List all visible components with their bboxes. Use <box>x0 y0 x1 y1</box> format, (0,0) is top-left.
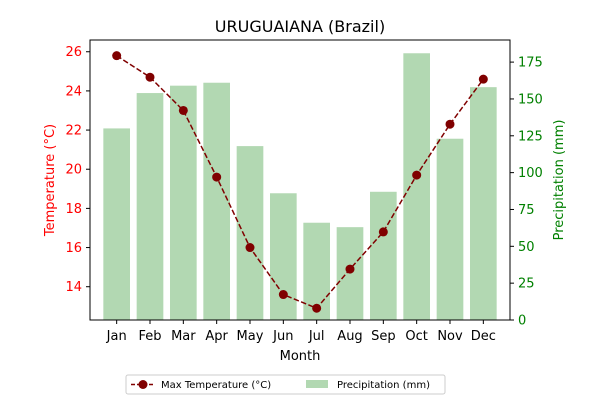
right-y-tick-label: 150 <box>518 92 543 107</box>
left-y-tick-label: 14 <box>65 280 82 295</box>
temperature-point <box>112 51 122 61</box>
left-y-axis: 14 16 18 20 22 24 26 <box>65 45 90 295</box>
legend-bar-swatch <box>306 380 328 388</box>
left-y-tick-label: 18 <box>65 202 82 217</box>
x-axis-title: Month <box>280 349 321 364</box>
precipitation-bar <box>370 191 397 320</box>
temperature-point <box>312 303 322 313</box>
precipitation-bar <box>270 193 297 320</box>
temperature-point <box>145 72 155 82</box>
temperature-point <box>212 172 222 182</box>
x-tick-label: Dec <box>471 329 496 344</box>
temperature-line-layer <box>112 51 488 313</box>
right-y-tick-label: 125 <box>518 129 543 144</box>
x-tick-label: Aug <box>337 329 362 344</box>
x-tick-label: Oct <box>405 329 427 344</box>
temperature-point <box>178 105 188 115</box>
x-tick-label: Sep <box>371 329 396 344</box>
plot-frame <box>89 39 511 321</box>
right-y-tick-label: 100 <box>518 166 543 181</box>
left-y-tick-label: 20 <box>65 163 82 178</box>
legend: Max Temperature (°C) Precipitation (mm) <box>125 374 446 395</box>
x-tick-label: Mar <box>171 329 196 344</box>
left-y-tick-label: 26 <box>65 45 82 60</box>
legend-line-marker <box>138 380 148 389</box>
right-y-tick-label: 0 <box>518 314 526 329</box>
bars-layer <box>103 53 497 321</box>
precipitation-bar <box>203 82 230 320</box>
x-tick-label: Nov <box>437 329 463 344</box>
left-axis-title: Temperature (°C) <box>43 124 58 237</box>
x-tick-label: Jan <box>106 329 127 344</box>
temperature-point <box>278 290 288 300</box>
left-y-tick-label: 22 <box>65 124 82 139</box>
precipitation-bar <box>236 146 264 320</box>
precipitation-bar <box>403 53 430 321</box>
x-tick-label: May <box>237 329 264 344</box>
x-tick-label: Apr <box>205 329 228 344</box>
left-y-tick-label: 16 <box>65 241 82 256</box>
right-y-axis: 0 25 50 75 100 125 150 175 <box>510 56 543 329</box>
legend-label-temperature: Max Temperature (°C) <box>161 380 271 391</box>
right-y-tick-label: 75 <box>518 203 535 218</box>
right-y-tick-label: 50 <box>518 240 535 255</box>
right-y-tick-label: 175 <box>518 56 543 71</box>
temperature-point <box>412 170 422 180</box>
chart-title: URUGUAIANA (Brazil) <box>215 17 385 36</box>
precipitation-bar <box>470 87 497 320</box>
left-y-tick-label: 24 <box>65 84 82 99</box>
precipitation-bar <box>436 138 464 320</box>
precipitation-bar <box>170 85 197 321</box>
temperature-point <box>378 227 388 237</box>
right-y-tick-label: 25 <box>518 277 535 292</box>
x-tick-label: Jun <box>272 329 293 344</box>
temperature-point <box>478 74 488 84</box>
temperature-point <box>445 119 455 129</box>
temperature-point <box>345 264 355 274</box>
precipitation-bar <box>103 128 130 320</box>
legend-label-precipitation: Precipitation (mm) <box>337 380 430 391</box>
temperature-point <box>245 243 255 253</box>
temperature-line <box>116 55 484 310</box>
x-tick-label: Feb <box>138 329 161 344</box>
right-axis-title: Precipitation (mm) <box>552 120 567 241</box>
x-axis: Jan Feb Mar Apr May Jun Jul Aug Sep Oct Nov Dec <box>106 320 496 344</box>
precipitation-bar <box>136 93 164 320</box>
x-tick-label: Jul <box>308 329 325 344</box>
legend-box <box>125 374 446 395</box>
